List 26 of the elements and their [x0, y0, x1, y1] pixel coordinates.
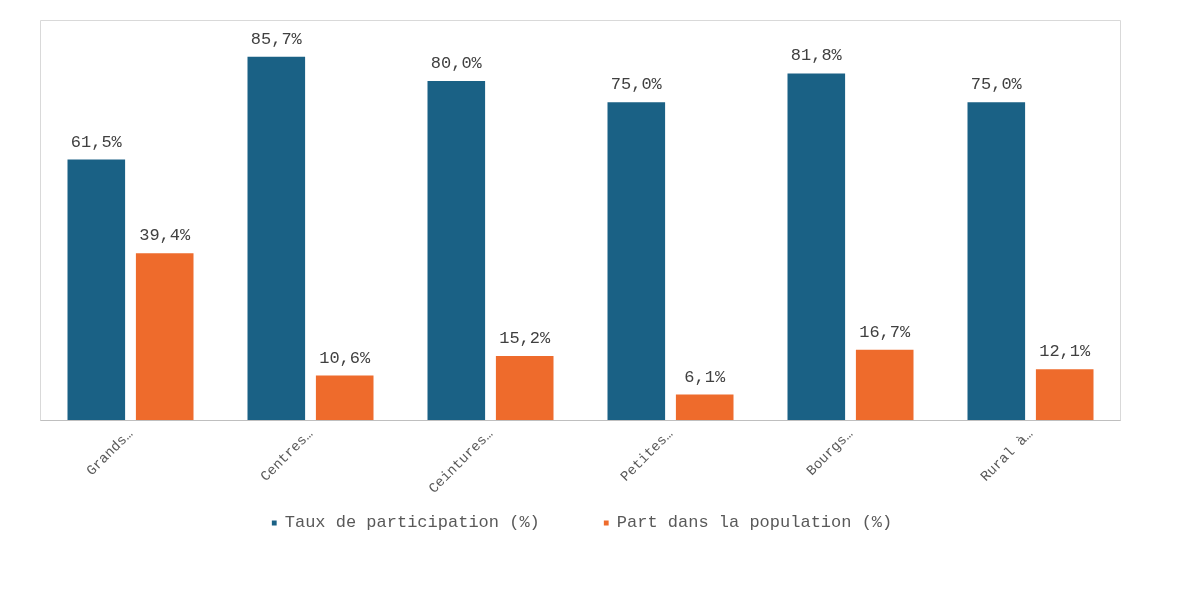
- data-label: 39,4%: [139, 226, 191, 246]
- data-label: 75,0%: [610, 75, 663, 95]
- bar: [315, 375, 374, 421]
- bar: [247, 56, 306, 421]
- data-label: 75,0%: [970, 75, 1023, 95]
- bar: [495, 356, 554, 421]
- bar: [607, 102, 666, 421]
- bar: [427, 81, 486, 421]
- bar: [675, 394, 734, 421]
- bar: [67, 159, 126, 421]
- bar: [787, 73, 846, 421]
- data-label: 81,8%: [790, 46, 843, 66]
- data-label: 15,2%: [499, 329, 551, 348]
- bar: [135, 253, 194, 421]
- data-label: 80,0%: [430, 54, 483, 74]
- data-label: 12,1%: [1039, 342, 1091, 362]
- data-label: 16,7%: [859, 322, 911, 342]
- bar: [1035, 369, 1094, 421]
- legend-label: Taux de participation (%): [284, 512, 540, 532]
- legend-label: Part dans la population (%): [616, 512, 893, 532]
- data-label: 6,1%: [684, 367, 726, 387]
- data-label: 61,5%: [70, 132, 123, 152]
- data-label: 10,6%: [319, 348, 371, 368]
- bar: [855, 349, 914, 421]
- bar: [967, 102, 1026, 421]
- data-label: 85,7%: [250, 29, 303, 49]
